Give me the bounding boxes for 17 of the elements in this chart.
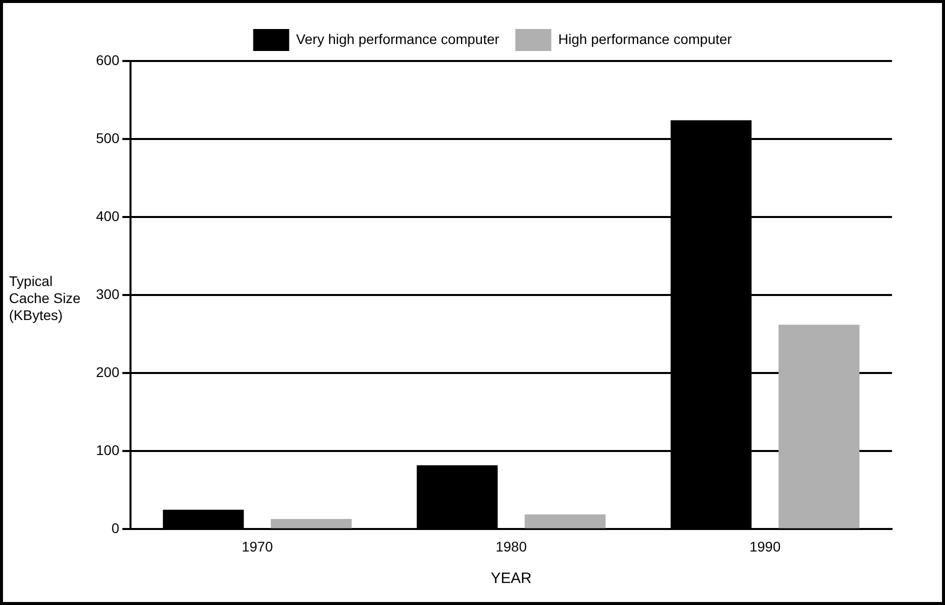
y-tick-label: 600 bbox=[96, 52, 120, 68]
legend-label: Very high performance computer bbox=[296, 30, 500, 47]
y-tick-label: 400 bbox=[96, 208, 120, 224]
y-tick-label: 100 bbox=[96, 442, 120, 458]
y-tick-label: 500 bbox=[96, 130, 120, 146]
y-axis-title: Typical Cache Size (KBytes) bbox=[9, 273, 82, 324]
y-tick-label: 300 bbox=[96, 286, 120, 302]
bar bbox=[524, 514, 606, 528]
x-axis-title: YEAR bbox=[490, 570, 532, 588]
bar bbox=[270, 519, 352, 528]
bar bbox=[778, 324, 860, 528]
x-tick-label: 1970 bbox=[242, 538, 274, 554]
x-tick-label: 1980 bbox=[496, 538, 527, 554]
y-tick-label: 200 bbox=[96, 364, 120, 380]
y-tick-label: 0 bbox=[112, 520, 120, 536]
legend-label: High performance computer bbox=[558, 30, 732, 47]
x-tick-label: 1990 bbox=[749, 538, 781, 554]
